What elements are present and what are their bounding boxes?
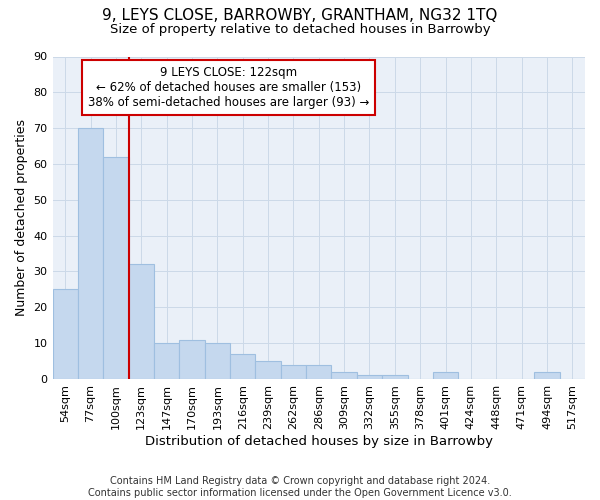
Text: Contains HM Land Registry data © Crown copyright and database right 2024.
Contai: Contains HM Land Registry data © Crown c… <box>88 476 512 498</box>
Bar <box>281 364 306 379</box>
Bar <box>179 340 205 379</box>
Bar <box>357 376 382 379</box>
Bar <box>154 343 179 379</box>
X-axis label: Distribution of detached houses by size in Barrowby: Distribution of detached houses by size … <box>145 434 493 448</box>
Text: 9 LEYS CLOSE: 122sqm
← 62% of detached houses are smaller (153)
38% of semi-deta: 9 LEYS CLOSE: 122sqm ← 62% of detached h… <box>88 66 369 109</box>
Bar <box>382 376 407 379</box>
Bar <box>256 361 281 379</box>
Bar <box>128 264 154 379</box>
Bar <box>230 354 256 379</box>
Bar <box>306 364 331 379</box>
Bar <box>331 372 357 379</box>
Bar <box>433 372 458 379</box>
Bar <box>103 157 128 379</box>
Y-axis label: Number of detached properties: Number of detached properties <box>15 119 28 316</box>
Bar <box>53 290 78 379</box>
Bar <box>534 372 560 379</box>
Text: 9, LEYS CLOSE, BARROWBY, GRANTHAM, NG32 1TQ: 9, LEYS CLOSE, BARROWBY, GRANTHAM, NG32 … <box>103 8 497 22</box>
Bar <box>78 128 103 379</box>
Bar <box>205 343 230 379</box>
Text: Size of property relative to detached houses in Barrowby: Size of property relative to detached ho… <box>110 22 490 36</box>
